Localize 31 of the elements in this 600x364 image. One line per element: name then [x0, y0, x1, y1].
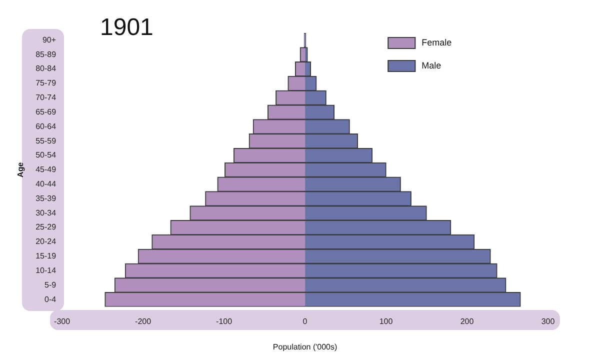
y-tick-label: 75-79: [36, 78, 57, 88]
legend-label: Female: [422, 37, 452, 48]
x-tick-label: -200: [135, 316, 152, 326]
x-tick-label: 100: [379, 316, 394, 326]
y-tick-label: 40-44: [36, 180, 57, 189]
y-tick-label: 0-4: [44, 294, 57, 304]
y-tick-label: 90+: [42, 35, 56, 44]
x-tick-label: 300: [541, 316, 556, 326]
y-tick-label: 5-9: [44, 280, 57, 290]
y-tick-label: 45-49: [36, 165, 57, 174]
y-axis-title: Age: [16, 162, 26, 178]
x-tick-label: -300: [54, 316, 71, 326]
y-tick-label: 50-54: [36, 150, 57, 160]
y-tick-label: 85-89: [36, 50, 57, 59]
chart-title: 1901: [100, 14, 154, 42]
y-tick-label: 25-29: [36, 222, 57, 232]
y-tick-label: 55-59: [36, 136, 57, 146]
y-tick-label: 15-19: [36, 252, 57, 261]
legend-label: Male: [422, 60, 442, 70]
x-axis-title: Population ('000s): [272, 342, 338, 352]
y-tick-label: 30-34: [36, 208, 57, 218]
y-tick-label: 35-39: [36, 194, 57, 203]
y-tick-label: 20-24: [36, 237, 57, 246]
y-tick-label: 80-84: [36, 64, 57, 74]
y-tick-label: 10-14: [36, 266, 57, 275]
y-tick-label: 60-64: [36, 122, 57, 131]
y-tick-label: 65-69: [36, 107, 57, 116]
x-tick-label: -100: [216, 316, 233, 326]
y-tick-label: 70-74: [36, 93, 57, 102]
x-tick-label: 0: [302, 316, 308, 326]
x-tick-label: 200: [460, 316, 474, 326]
